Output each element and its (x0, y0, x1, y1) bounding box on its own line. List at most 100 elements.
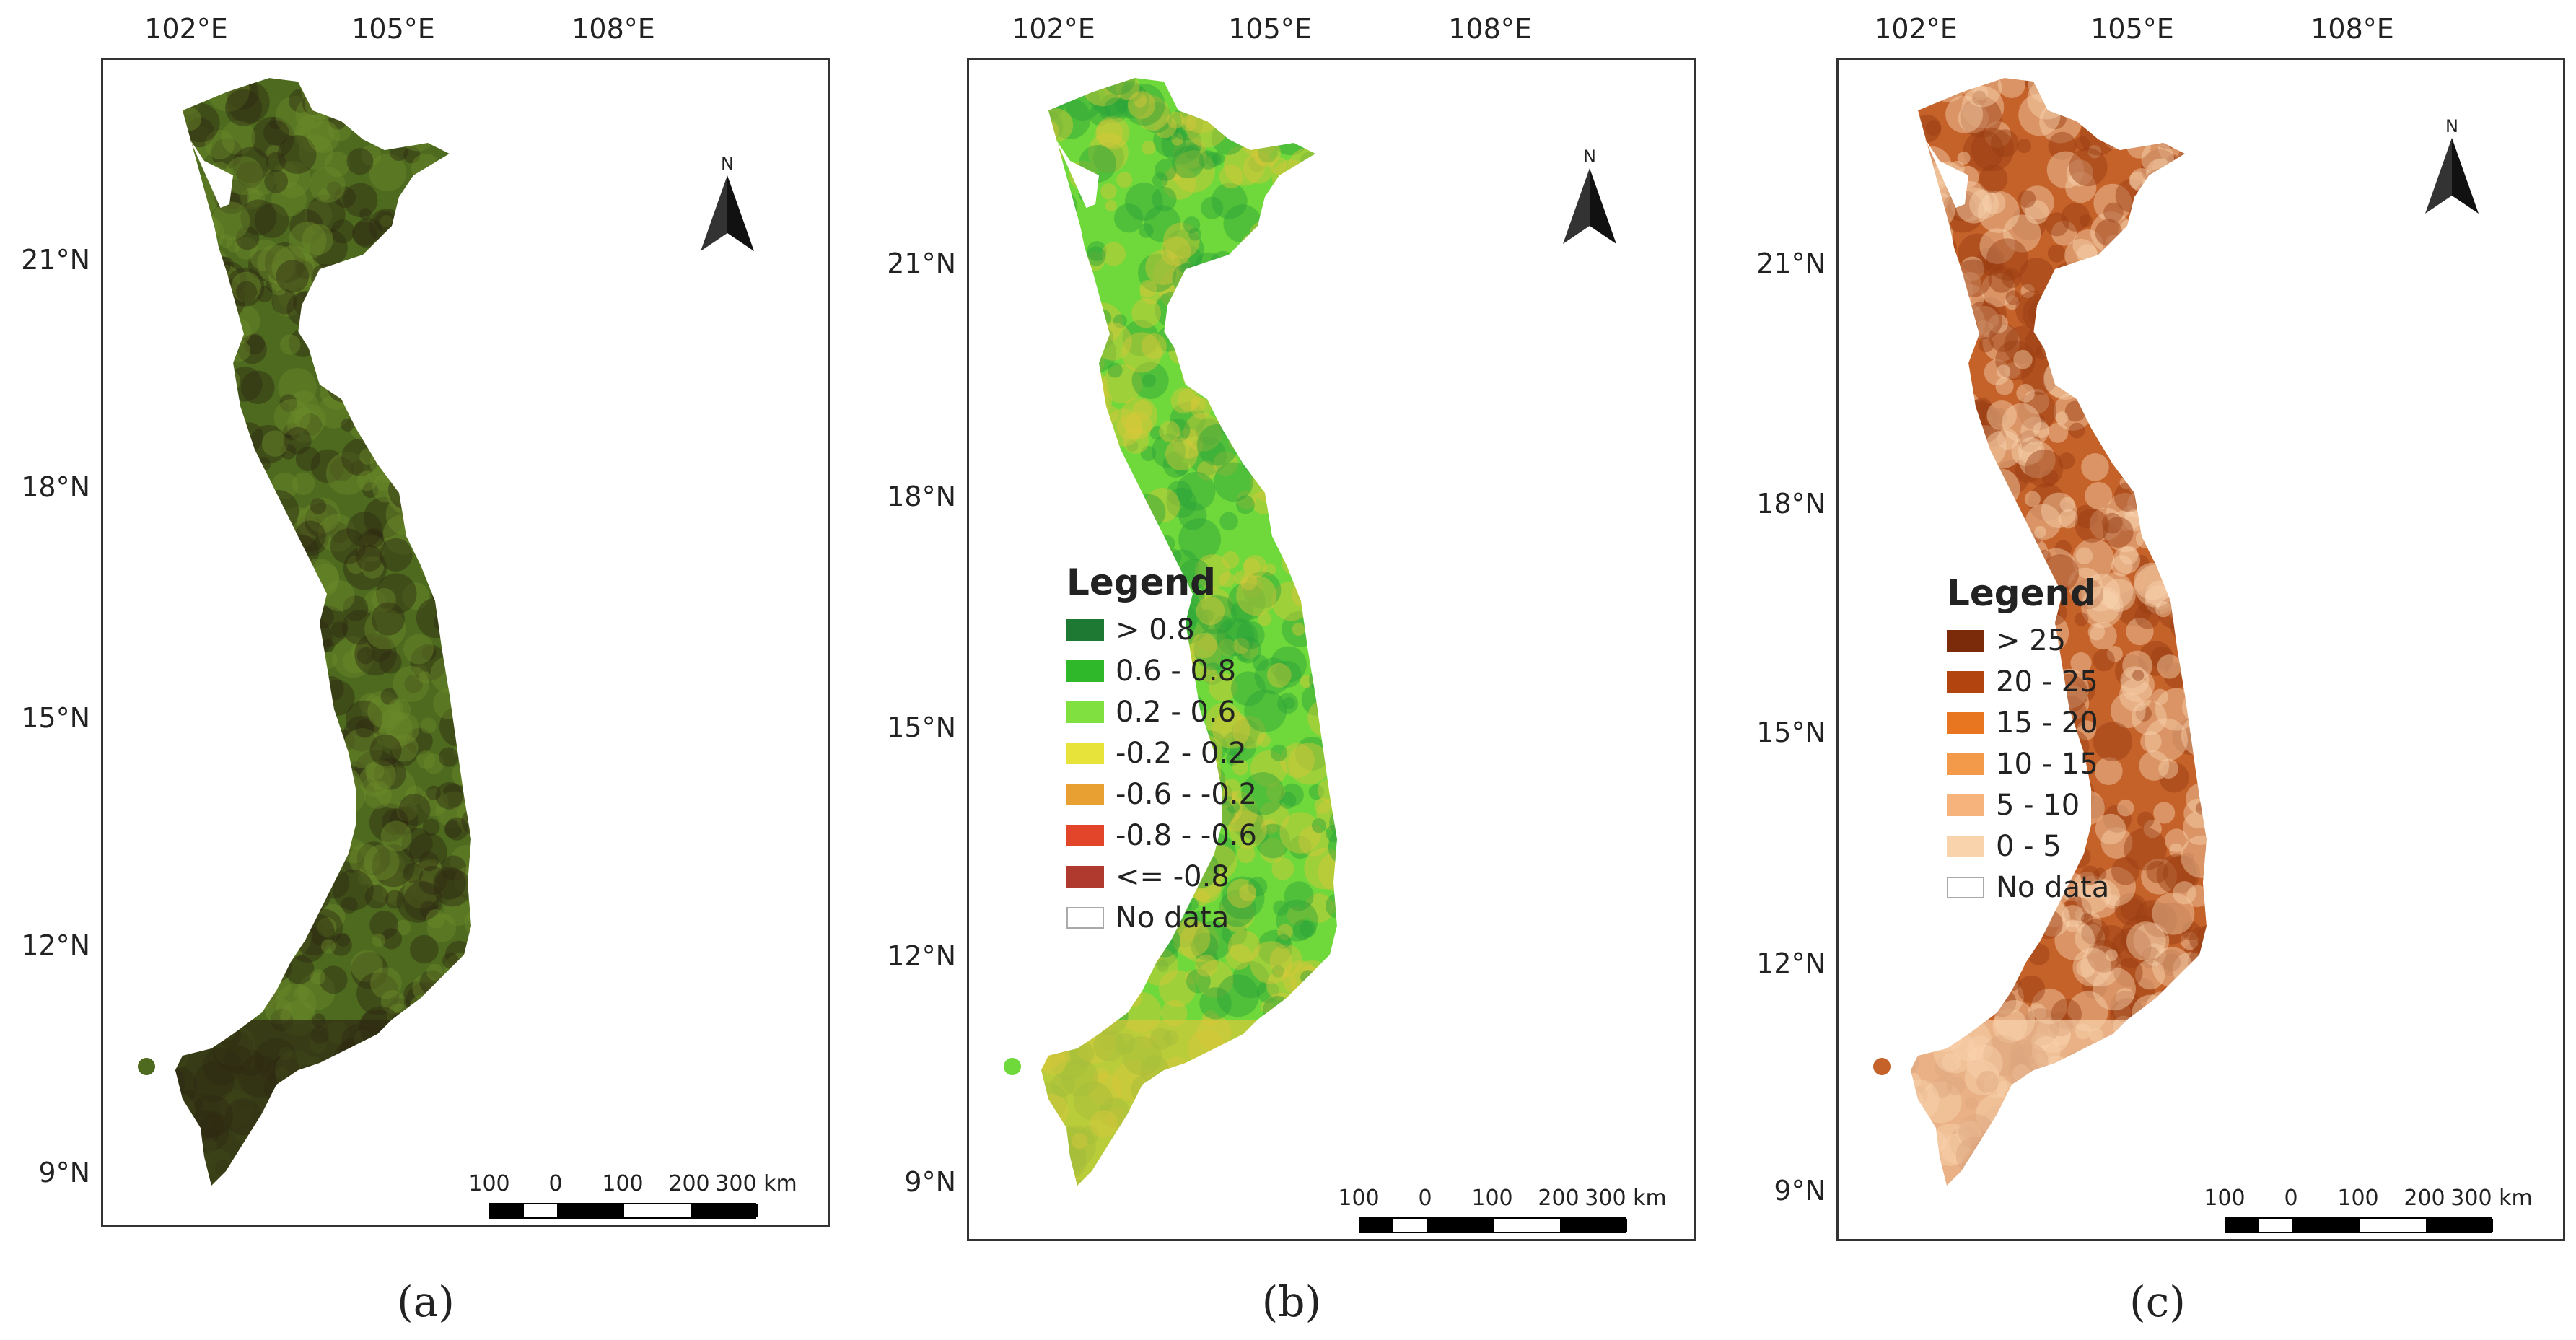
legend-swatch (1066, 742, 1104, 764)
legend-rows: > 25 20 - 25 15 - 20 10 - 15 5 - 10 0 - 5 No d… (1947, 620, 2109, 908)
legend-label: 10 - 15 (1996, 747, 2098, 781)
panel-caption: (c) (2129, 1277, 2186, 1326)
legend-item: No data (1947, 867, 2109, 908)
legend-label: No data (1996, 870, 2110, 904)
legend-item: 15 - 20 (1947, 702, 2109, 743)
scale-label: 0 (1418, 1186, 1432, 1211)
legend-item: No data (1066, 897, 1257, 938)
scale-label: 100 (1338, 1186, 1380, 1211)
scale-segments (489, 1203, 758, 1219)
legend-label: -0.2 - 0.2 (1116, 736, 1247, 770)
scale-bar-a: 100 0 100 200 300 km (468, 1171, 797, 1219)
scale-labels: 100 0 100 200 300 km (1338, 1186, 1666, 1217)
legend-item: <= -0.8 (1066, 856, 1257, 897)
island (1873, 1058, 1891, 1075)
scale-label: 0 (548, 1171, 563, 1196)
lat-label: 18°N (1756, 488, 1826, 520)
scale-bar-b: 100 0 100 200 300 km (1338, 1186, 1667, 1233)
legend-swatch (1947, 753, 1984, 775)
legend-rows: > 0.8 0.6 - 0.8 0.2 - 0.6 -0.2 - 0.2 -0.6 - … (1066, 609, 1257, 938)
lon-label: 108°E (571, 13, 655, 45)
legend-label: 15 - 20 (1996, 706, 2098, 740)
scale-label: 100 (1471, 1186, 1513, 1211)
legend-item: 0 - 5 (1947, 826, 2109, 867)
lon-label: 105°E (1228, 13, 1312, 45)
scale-label: 100 (2204, 1186, 2246, 1211)
lon-label: 105°E (2090, 13, 2174, 45)
north-letter: N (2445, 116, 2458, 136)
lat-label: 12°N (1756, 947, 1826, 979)
legend-swatch (1066, 865, 1104, 888)
scale-labels: 100 0 100 200 300 km (2204, 1186, 2532, 1217)
legend-item: -0.2 - 0.2 (1066, 732, 1257, 774)
lon-label: 105°E (351, 13, 435, 45)
lat-label: 15°N (21, 702, 90, 734)
vietnam-map-b (1004, 78, 1337, 1186)
lat-label: 18°N (887, 481, 956, 512)
legend-item: 10 - 15 (1947, 743, 2109, 784)
north-arrow-icon (2425, 138, 2479, 214)
map-frame-c: N Legend > 25 20 - 25 15 - 20 10 - 15 5 - 10… (1836, 58, 2565, 1241)
panel-caption: (b) (1261, 1277, 1322, 1326)
legend-swatch (1947, 629, 1984, 652)
scale-segments (1359, 1217, 1627, 1233)
north-letter: N (721, 154, 734, 174)
island (1004, 1058, 1021, 1075)
legend-swatch (1066, 701, 1104, 723)
scale-label: 300 km (1585, 1186, 1667, 1211)
legend-swatch (1947, 794, 1984, 816)
scale-label: 100 (468, 1171, 510, 1196)
lat-label: 9°N (904, 1166, 956, 1198)
lat-label: 12°N (887, 940, 956, 972)
legend-label: > 0.8 (1116, 613, 1195, 647)
lat-label: 12°N (21, 929, 90, 961)
legend-item: > 0.8 (1066, 609, 1257, 650)
scale-bar-c: 100 0 100 200 300 km (2204, 1186, 2533, 1233)
lat-label: 21°N (887, 248, 956, 279)
lon-label: 108°E (2310, 13, 2394, 45)
lat-label: 15°N (887, 711, 956, 743)
scale-label: 200 (1538, 1186, 1580, 1211)
scale-segments (2225, 1217, 2493, 1233)
north-arrow-icon (701, 175, 754, 251)
legend-b: Legend > 0.8 0.6 - 0.8 0.2 - 0.6 -0.2 - 0.2… (1066, 561, 1257, 938)
legend-title: Legend (1947, 572, 2096, 614)
legend-label: -0.6 - -0.2 (1116, 777, 1257, 811)
legend-item: 0.2 - 0.6 (1066, 691, 1257, 732)
legend-label: <= -0.8 (1116, 859, 1230, 893)
lon-label: 102°E (144, 13, 228, 45)
legend-swatch (1947, 876, 1984, 898)
lon-label: 102°E (1874, 13, 1958, 45)
legend-swatch (1947, 670, 1984, 693)
legend-swatch (1066, 783, 1104, 805)
lat-label: 15°N (1756, 717, 1826, 748)
legend-item: 5 - 10 (1947, 784, 2109, 826)
vietnam-map-c (1873, 78, 2207, 1186)
lat-label: 9°N (38, 1157, 90, 1188)
map-frame-b: N Legend > 0.8 0.6 - 0.8 0.2 - 0.6 -0.2 - 0… (967, 58, 1696, 1241)
legend-swatch (1947, 835, 1984, 857)
north-arrow-icon (1563, 168, 1616, 244)
legend-item: -0.6 - -0.2 (1066, 774, 1257, 815)
scale-label: 100 (2337, 1186, 2379, 1211)
north-arrow-c: N (2419, 116, 2484, 217)
panel-caption: (a) (397, 1277, 455, 1326)
legend-label: 20 - 25 (1996, 665, 2098, 699)
scale-label: 0 (2284, 1186, 2298, 1211)
legend-label: -0.8 - -0.6 (1116, 818, 1257, 852)
lon-label: 108°E (1448, 13, 1532, 45)
legend-label: 0.2 - 0.6 (1116, 695, 1237, 729)
map-frame-a: N 100 0 100 200 300 km (101, 58, 830, 1227)
legend-label: 0.6 - 0.8 (1116, 654, 1237, 688)
legend-swatch (1066, 618, 1104, 641)
lat-label: 9°N (1774, 1175, 1826, 1207)
scale-label: 300 km (2450, 1186, 2533, 1211)
scale-label: 100 (602, 1171, 644, 1196)
lon-label: 102°E (1012, 13, 1095, 45)
legend-item: 0.6 - 0.8 (1066, 650, 1257, 691)
north-arrow-a: N (695, 154, 760, 255)
legend-title: Legend (1066, 561, 1216, 603)
scale-labels: 100 0 100 200 300 km (468, 1171, 797, 1203)
lat-label: 18°N (21, 471, 90, 503)
vietnam-map-a (138, 78, 471, 1186)
